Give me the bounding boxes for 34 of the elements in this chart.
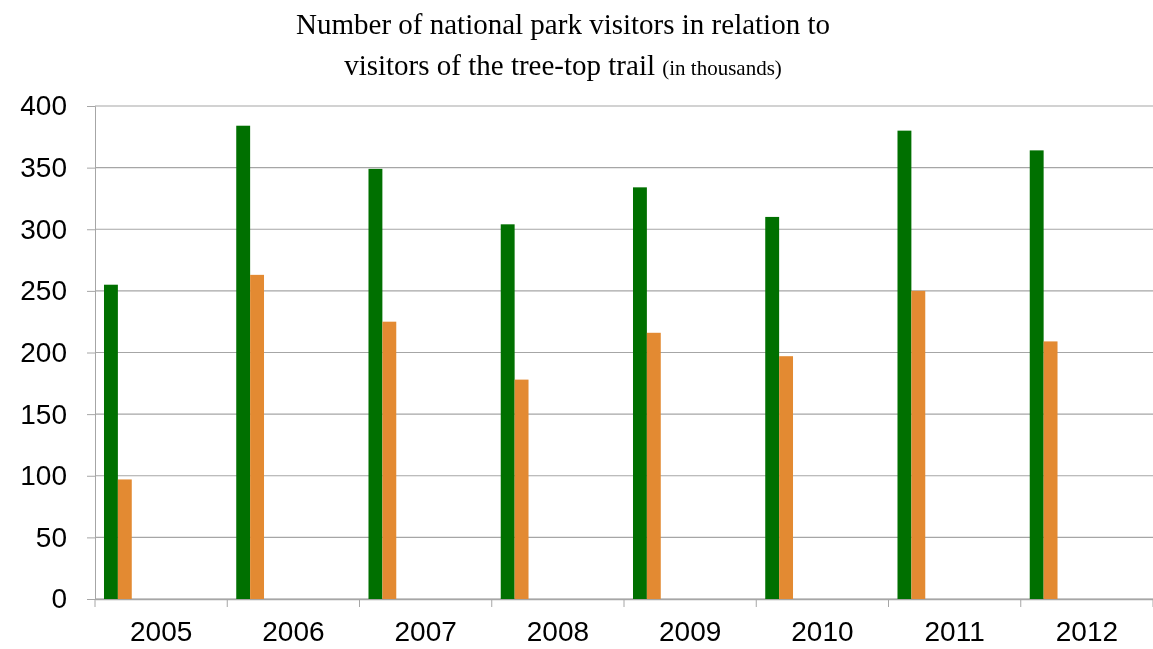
bar [911,290,926,599]
x-tick-label: 2009 [658,615,722,647]
x-tick-label: 2011 [924,615,985,647]
bar [765,216,780,599]
y-tick-label: 350 [20,152,67,184]
y-tick-label: 150 [20,398,67,430]
bar [382,321,397,599]
bar [1043,341,1058,599]
y-tick-label: 200 [20,336,67,368]
y-tick-label: 250 [20,275,67,307]
bar [250,274,265,599]
bar [236,125,251,599]
x-tick-label: 2012 [1055,615,1119,647]
bar [646,332,661,599]
x-tick-label: 2005 [129,615,193,647]
x-tick-label: 2008 [526,615,590,647]
bar [117,479,132,599]
y-tick-label: 400 [20,90,67,122]
bar [514,379,529,599]
bar [632,187,647,599]
bar [897,130,912,599]
x-tick-label: 2006 [262,615,325,647]
x-tick-label: 2007 [394,615,457,647]
bar [103,284,118,599]
bar [1029,150,1044,599]
x-tick-label: 2010 [791,615,854,647]
bar [368,168,383,599]
y-tick-label: 100 [20,460,67,492]
y-tick-label: 50 [35,521,67,553]
bar [500,224,515,599]
chart-title: Number of national park visitors in relation to visitors of the tree-top trail (in thousands) [296,8,830,81]
bar [779,356,794,599]
y-tick-label: 0 [51,583,67,615]
y-tick-label: 300 [20,213,67,245]
